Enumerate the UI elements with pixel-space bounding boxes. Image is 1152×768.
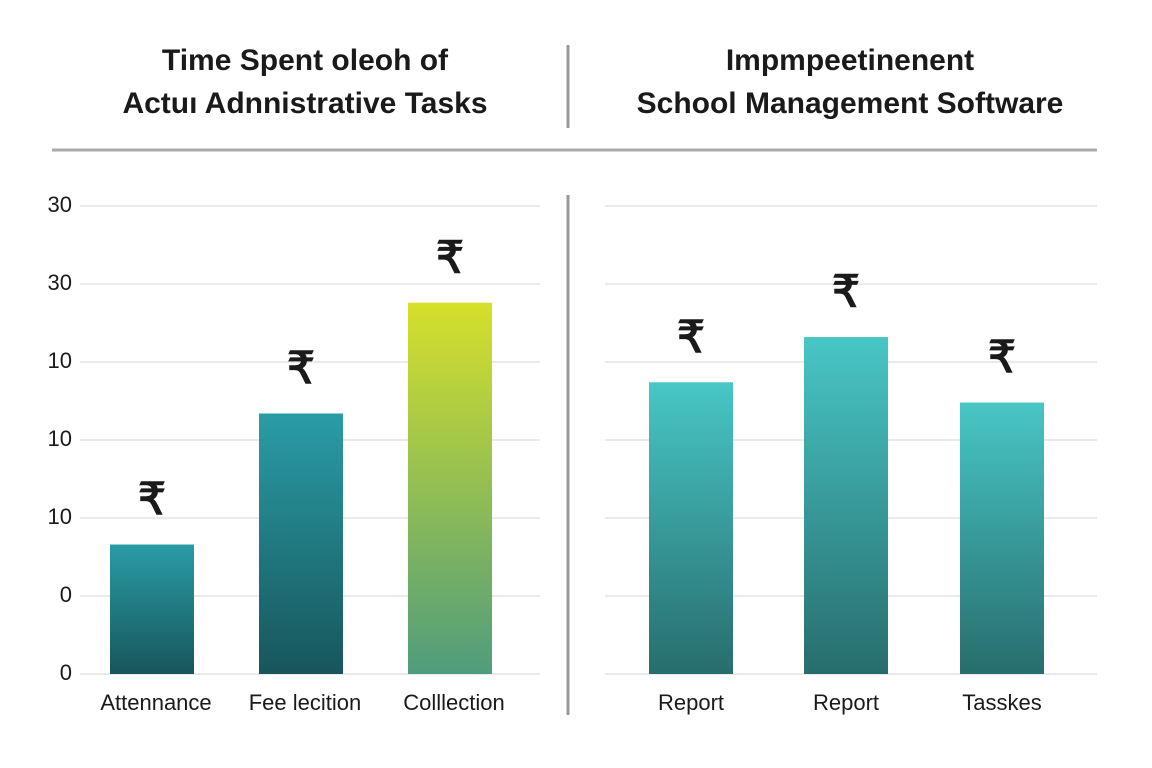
x-tick-label: Report xyxy=(813,690,879,715)
bar xyxy=(649,382,733,674)
y-tick-label: 10 xyxy=(48,426,72,451)
x-tick-label: Attennance xyxy=(100,690,211,715)
bar-annotation: ₹ xyxy=(436,233,464,282)
y-tick-label: 0 xyxy=(60,582,72,607)
chart-title: School Management Software xyxy=(637,87,1064,120)
bar xyxy=(960,402,1044,674)
x-tick-label: Tasskes xyxy=(962,690,1041,715)
y-tick-label: 30 xyxy=(48,270,72,295)
y-tick-label: 30 xyxy=(48,192,72,217)
x-tick-label: Report xyxy=(658,690,724,715)
y-tick-label: 0 xyxy=(60,660,72,685)
x-tick-label: Colllection xyxy=(403,690,505,715)
bar-annotation: ₹ xyxy=(287,344,315,393)
bar-annotation: ₹ xyxy=(138,475,166,524)
y-tick-label: 10 xyxy=(48,348,72,373)
chart-title: Actuı Adnnistrative Tasks xyxy=(122,87,487,120)
bar-annotation: ₹ xyxy=(988,333,1016,382)
bar xyxy=(110,544,194,674)
bar-annotation: ₹ xyxy=(677,313,705,362)
bar xyxy=(804,337,888,674)
chart-title: Time Spent oleoh of xyxy=(162,44,449,77)
x-tick-label: Fee lecition xyxy=(249,690,362,715)
bar-annotation: ₹ xyxy=(832,268,860,317)
bar xyxy=(408,302,492,674)
y-tick-label: 10 xyxy=(48,504,72,529)
bar xyxy=(259,413,343,674)
chart-title: Impmpeetinenent xyxy=(726,44,974,77)
